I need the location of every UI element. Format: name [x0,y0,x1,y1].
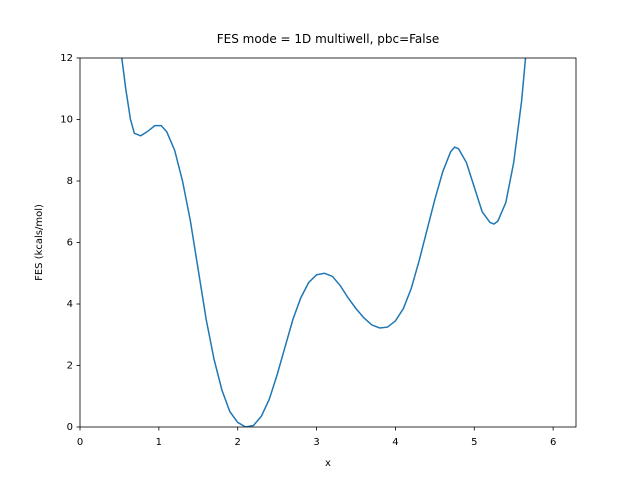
y-tick-label: 4 [67,299,73,310]
chart-title: FES mode = 1D multiwell, pbc=False [217,32,440,46]
plot-frame [79,57,577,428]
x-tick-label: 0 [77,437,83,448]
x-tick-label: 2 [235,437,241,448]
x-tick-label: 1 [156,437,162,448]
y-tick-label: 6 [67,238,73,249]
y-tick-label: 8 [67,176,73,187]
y-axis-label: FES (kcals/mol) [34,204,45,281]
x-tick-label: 6 [550,437,556,448]
x-axis-label: x [325,458,331,469]
y-tick-label: 2 [67,361,73,372]
x-tick-label: 3 [313,437,319,448]
y-tick-label: 0 [67,422,73,433]
x-tick-label: 5 [471,437,477,448]
y-tick-label: 12 [60,53,73,64]
data-line [121,58,527,427]
y-tick-label: 10 [60,115,73,126]
x-tick-label: 4 [392,437,398,448]
